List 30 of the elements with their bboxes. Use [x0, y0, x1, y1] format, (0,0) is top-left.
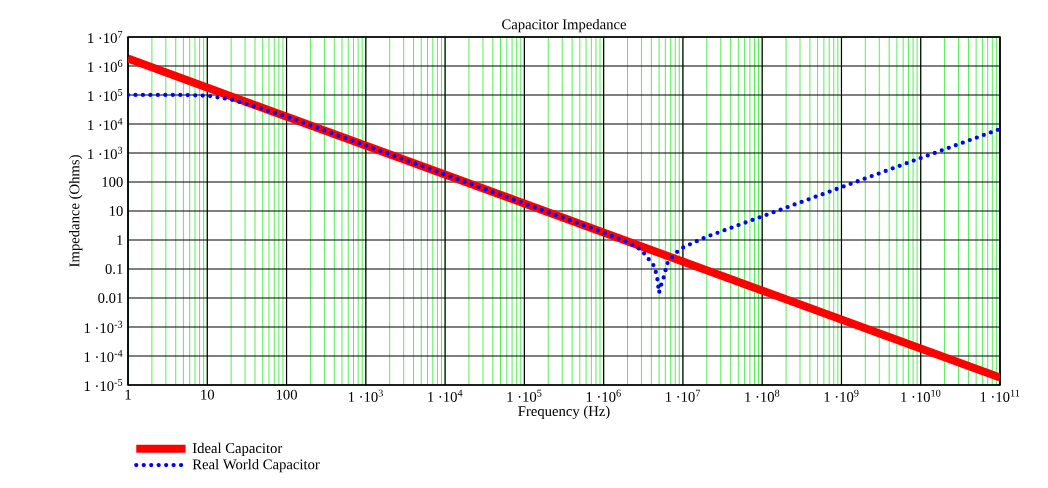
x-axis-title: Frequency (Hz)	[518, 405, 610, 420]
x-tick-label: 1	[125, 389, 131, 400]
x-tick-label: 10	[201, 389, 215, 400]
legend-label: Ideal Capacitor	[192, 442, 283, 457]
x-tick-label: 1 ·10$^{9}$	[824, 389, 859, 402]
x-tick-label: 1 ·10$^{10}$	[901, 389, 941, 402]
y-tick-label: 1 ·10$^{6}$	[88, 59, 123, 73]
legend-label: Real World Capacitor	[192, 458, 320, 473]
y-tick-label: 1 ·10$^{-5}$	[84, 378, 123, 392]
x-tick-label: 100	[276, 389, 297, 400]
y-tick-label: 1 ·10$^{3}$	[88, 146, 123, 160]
x-tick-label: 1 ·10$^{3}$	[348, 389, 383, 402]
y-tick-label: 1 ·10$^{-4}$	[84, 349, 123, 363]
x-tick-label: 1 ·10$^{5}$	[507, 389, 542, 402]
y-tick-label: 10	[109, 206, 123, 216]
y-tick-label: 1 ·10$^{7}$	[88, 30, 123, 44]
x-tick-label: 1 ·10$^{11}$	[980, 389, 1020, 402]
chart-title: Capacitor Impedance	[502, 18, 627, 33]
x-tick-label: 1 ·10$^{8}$	[745, 389, 780, 402]
y-tick-label: 0.1	[105, 264, 123, 274]
y-tick-label: 0.01	[98, 293, 123, 303]
y-tick-label: 1 ·10$^{5}$	[88, 88, 123, 102]
y-tick-label: 1 ·10$^{-3}$	[84, 320, 123, 334]
y-tick-label: 1 ·10$^{4}$	[88, 117, 123, 131]
x-tick-label: 1 ·10$^{6}$	[586, 389, 621, 402]
y-tick-label: 1	[117, 235, 123, 245]
x-tick-label: 1 ·10$^{4}$	[428, 389, 463, 402]
y-tick-label: 100	[102, 177, 123, 187]
x-tick-label: 1 ·10$^{7}$	[666, 389, 701, 402]
y-axis-title: Impedance (Ohms)	[69, 155, 83, 267]
